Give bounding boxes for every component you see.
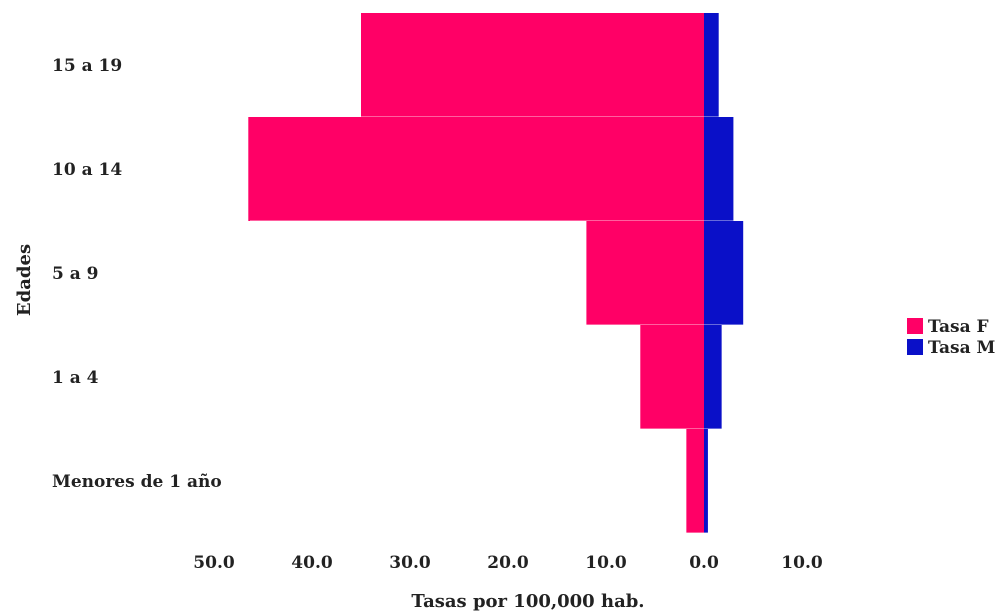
x-tick-labels: 50.0 40.0 30.0 20.0 10.0 0.0 10.0 [193, 553, 823, 573]
category-label: 10 a 14 [52, 160, 122, 180]
bar-tasa-m-4 [704, 429, 708, 533]
bar-tasa-f-2 [586, 221, 704, 325]
category-label: 15 a 19 [52, 56, 122, 76]
bars-group [248, 13, 760, 534]
x-tick-label: 40.0 [291, 553, 333, 573]
x-tick-label: 0.0 [689, 553, 719, 573]
category-label: 5 a 9 [52, 264, 99, 284]
category-label: Menores de 1 año [52, 472, 222, 492]
legend-label: Tasa F [928, 317, 989, 337]
legend-label: Tasa M [928, 338, 996, 358]
x-tick-label: 10.0 [585, 553, 627, 573]
bar-tasa-m-1 [704, 117, 734, 221]
bar-tasa-m-0 [704, 13, 719, 117]
x-axis-title: Tasas por 100,000 hab. [411, 591, 644, 612]
x-tick-label: 30.0 [389, 553, 431, 573]
category-labels: 15 a 19 10 a 14 5 a 9 1 a 4 Menores de 1 año [52, 56, 222, 492]
bar-tasa-f-4 [686, 429, 704, 533]
legend-swatch [907, 339, 923, 355]
legend-swatch [907, 318, 923, 334]
x-tick-label: 10.0 [781, 553, 823, 573]
bar-tasa-m-2 [704, 221, 744, 325]
category-label: 1 a 4 [52, 368, 99, 388]
y-axis-title: Edades [14, 244, 35, 316]
x-tick-label: 50.0 [193, 553, 235, 573]
bar-tasa-f-3 [640, 325, 704, 429]
bar-tasa-f-0 [361, 13, 704, 117]
bar-tasa-f-1 [248, 117, 705, 221]
bar-tasa-m-3 [704, 325, 722, 429]
x-tick-label: 20.0 [487, 553, 529, 573]
